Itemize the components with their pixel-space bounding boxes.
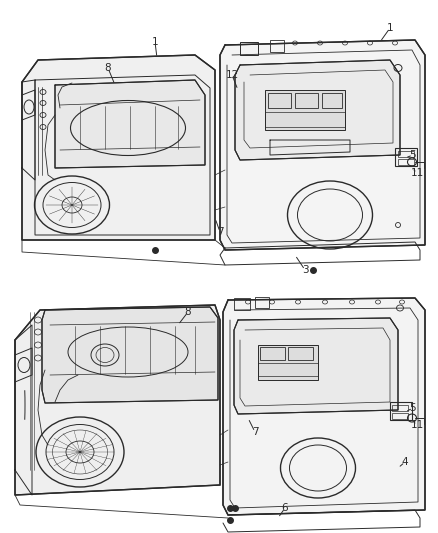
- Polygon shape: [220, 40, 425, 250]
- Bar: [395, 148, 417, 166]
- Bar: [265, 112, 345, 127]
- Text: 7: 7: [217, 227, 223, 237]
- Bar: [390, 402, 412, 420]
- Bar: [258, 345, 318, 380]
- Polygon shape: [15, 305, 220, 495]
- Text: 6: 6: [282, 503, 288, 513]
- Bar: [270, 40, 284, 52]
- Polygon shape: [234, 318, 398, 414]
- Bar: [240, 42, 258, 55]
- Bar: [322, 93, 342, 108]
- Polygon shape: [22, 55, 215, 240]
- Polygon shape: [235, 60, 400, 160]
- Bar: [234, 298, 250, 310]
- Text: 11: 11: [410, 168, 424, 178]
- Text: 5: 5: [410, 150, 416, 160]
- Bar: [255, 297, 269, 308]
- Bar: [398, 159, 414, 165]
- Bar: [265, 90, 345, 130]
- Bar: [288, 347, 313, 360]
- Text: 8: 8: [105, 63, 111, 73]
- Text: 7: 7: [252, 427, 258, 437]
- Bar: [295, 93, 318, 108]
- Text: 8: 8: [185, 307, 191, 317]
- Text: 1: 1: [152, 37, 158, 47]
- Text: 5: 5: [410, 403, 416, 413]
- Bar: [268, 93, 291, 108]
- Polygon shape: [42, 307, 218, 403]
- Text: 1: 1: [387, 23, 393, 33]
- Polygon shape: [55, 80, 205, 168]
- Bar: [260, 347, 285, 360]
- Polygon shape: [223, 298, 425, 515]
- Text: 4: 4: [402, 457, 408, 467]
- Text: 3: 3: [302, 265, 308, 275]
- Bar: [258, 363, 318, 376]
- Text: 12: 12: [226, 70, 239, 80]
- Text: 11: 11: [410, 420, 424, 430]
- Bar: [392, 413, 408, 419]
- Bar: [398, 151, 414, 157]
- Bar: [392, 405, 408, 411]
